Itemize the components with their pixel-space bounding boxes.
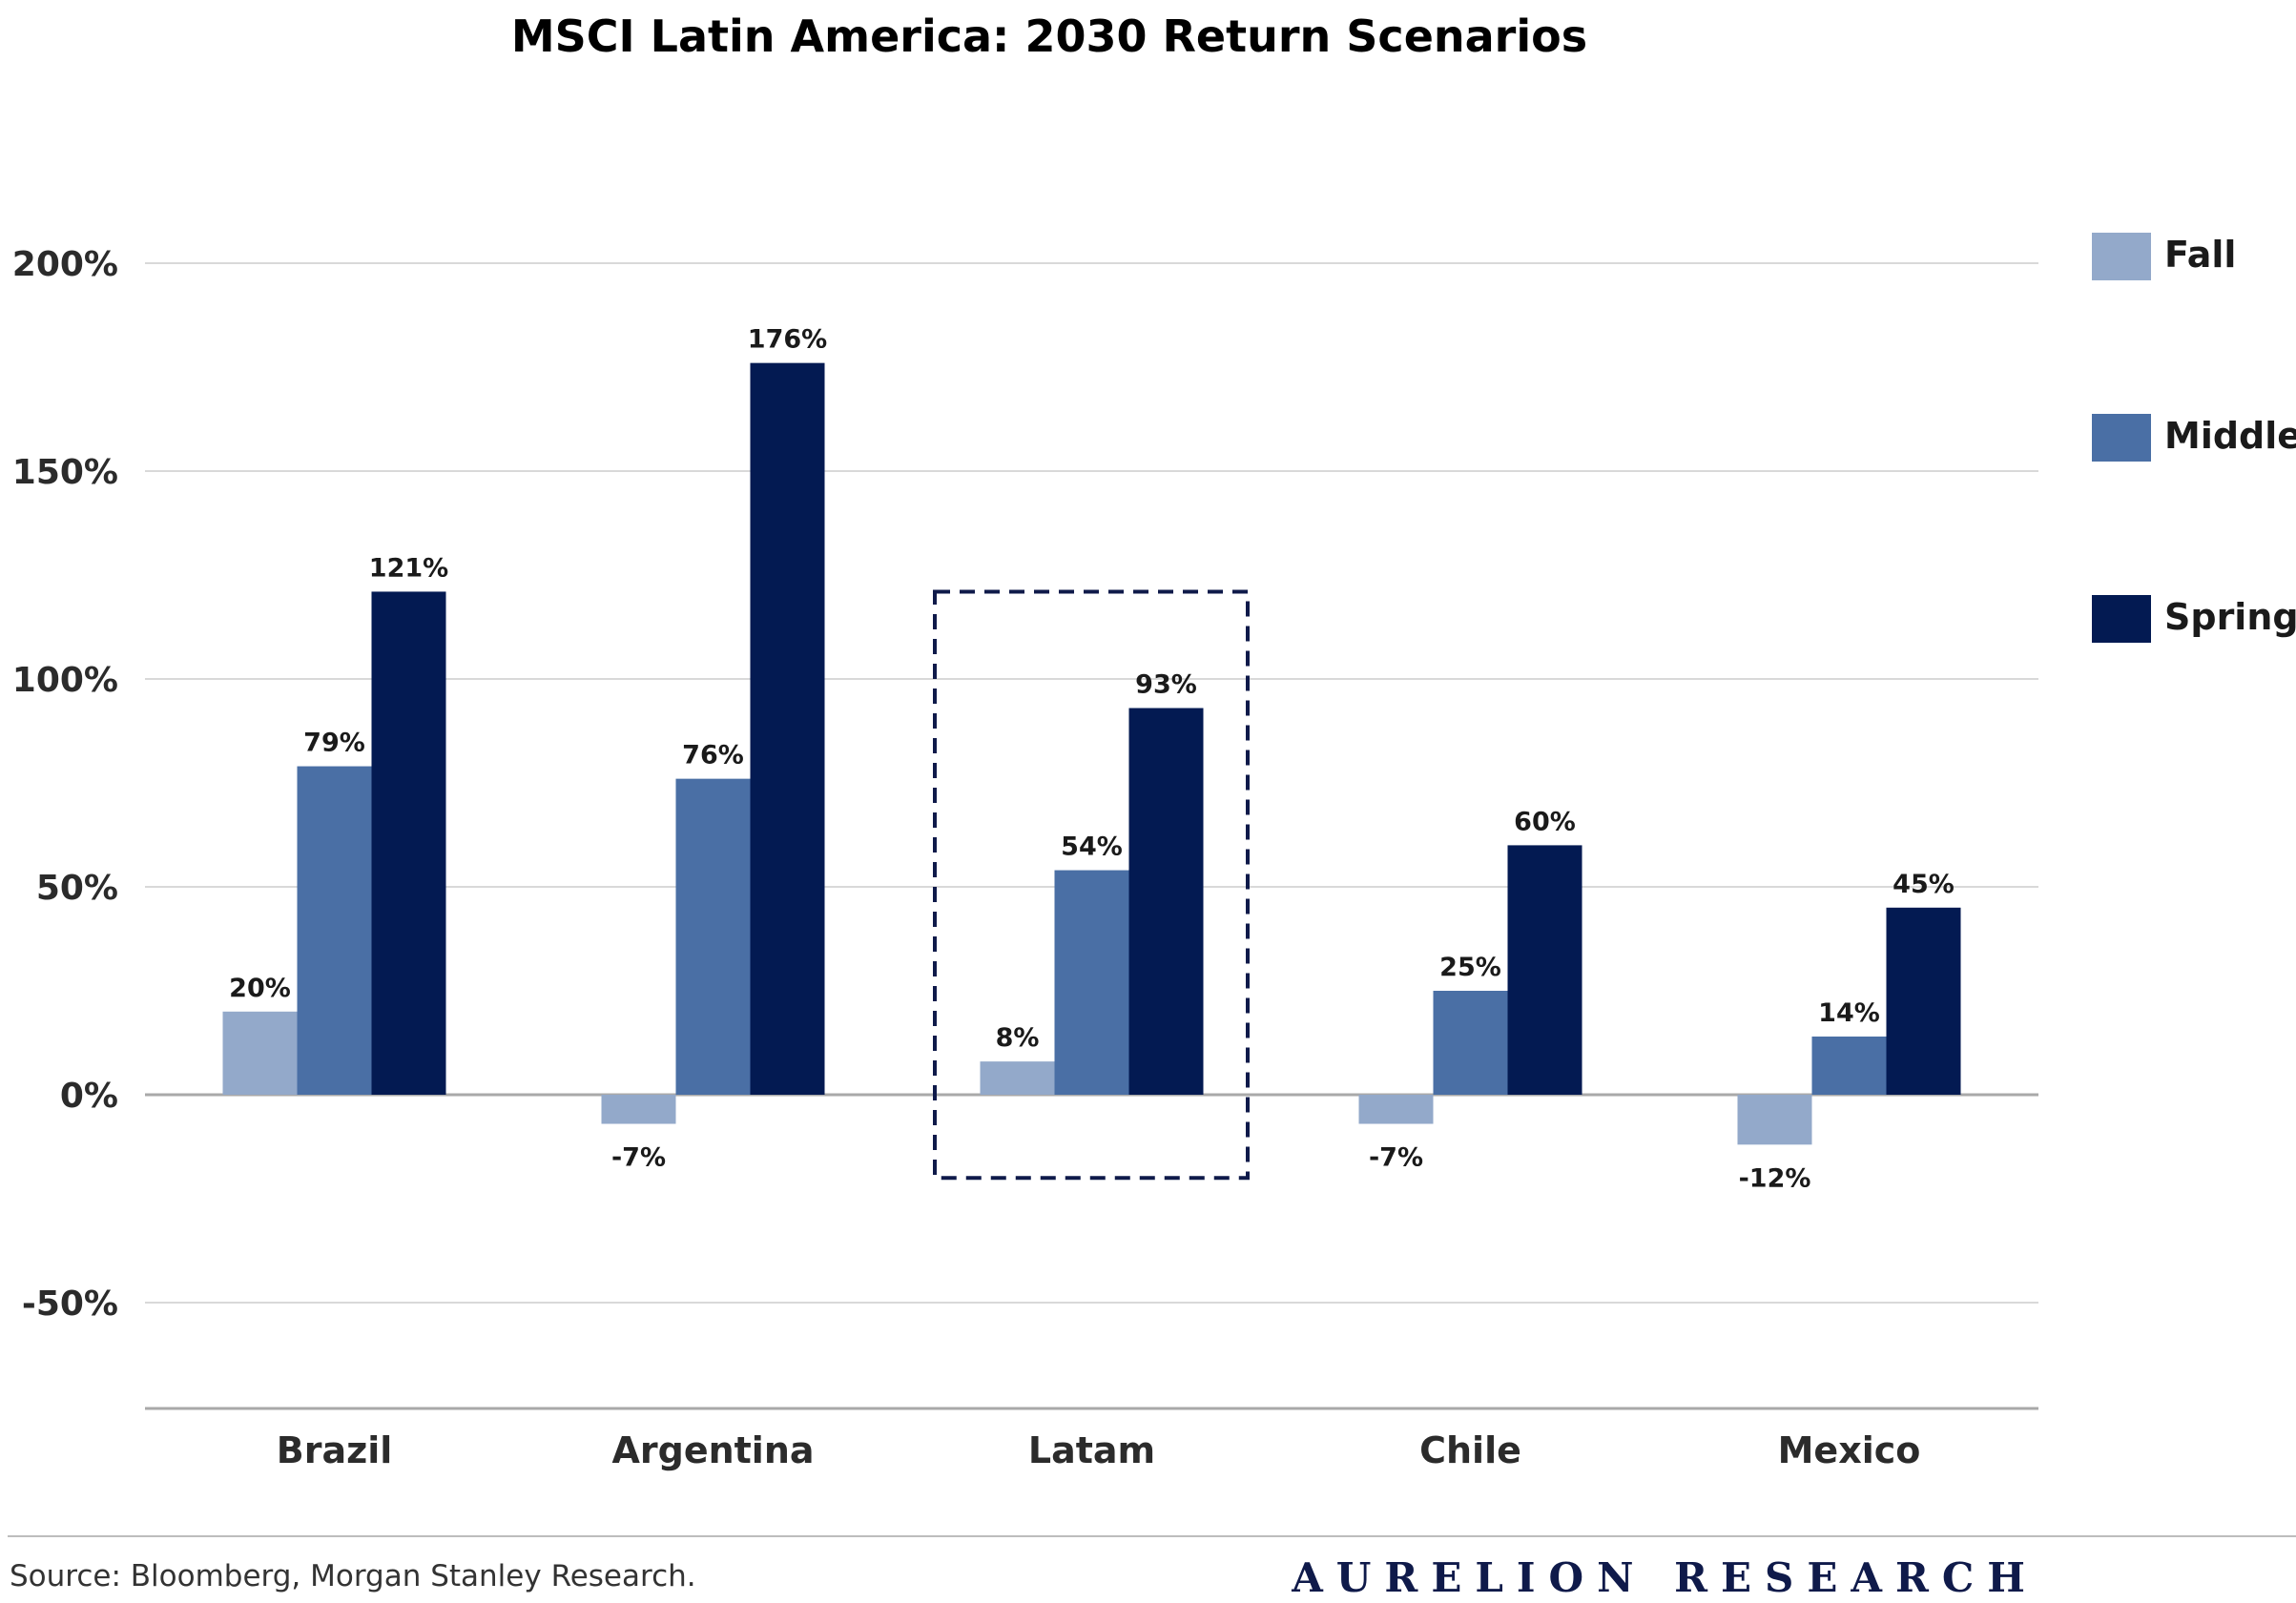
bar-spring-latam (1128, 708, 1204, 1095)
legend-label: Middle (2164, 415, 2296, 457)
y-tick-label: 200% (12, 245, 118, 284)
data-label: 176% (748, 325, 827, 355)
bar-fall-mexico (1737, 1095, 1812, 1145)
data-label: 14% (1818, 998, 1880, 1028)
data-label: 54% (1061, 832, 1123, 862)
source-note: Source: Bloomberg, Morgan Stanley Resear… (10, 1559, 696, 1593)
data-label: 45% (1893, 870, 1955, 899)
bar-spring-argentina (750, 362, 825, 1095)
highlight-box (933, 589, 1250, 1181)
x-category-label: Brazil (277, 1429, 393, 1471)
data-label: 60% (1514, 807, 1576, 836)
x-category-label: Argentina (611, 1429, 814, 1471)
bar-middle-argentina (675, 778, 751, 1095)
data-label: 121% (369, 553, 448, 583)
data-label: 79% (303, 729, 365, 758)
bar-middle-brazil (297, 766, 372, 1095)
bar-fall-latam (980, 1061, 1055, 1095)
data-label: 8% (996, 1023, 1040, 1053)
x-category-label: Latam (1028, 1429, 1155, 1471)
legend-label: Spring (2164, 596, 2296, 638)
highlight-rectangle (933, 589, 1250, 1181)
legend-swatch-fall (2092, 233, 2151, 280)
bar-spring-brazil (371, 591, 446, 1095)
bar-middle-mexico (1811, 1036, 1887, 1095)
data-label: -12% (1739, 1163, 1811, 1193)
x-category-label: Chile (1419, 1429, 1521, 1471)
y-tick-label: 0% (60, 1077, 118, 1116)
x-axis-categories: Brazil Argentina Latam Chile Mexico (277, 1429, 1921, 1471)
legend: Fall Middle Spring (2092, 233, 2296, 643)
bar-spring-mexico (1886, 907, 1961, 1095)
bar-fall-brazil (222, 1011, 298, 1095)
bar-middle-latam (1054, 870, 1129, 1095)
brand-logo: AURELION RESEARCH (1291, 1554, 2038, 1601)
bar-spring-chile (1507, 845, 1582, 1095)
y-tick-label: -50% (22, 1284, 118, 1324)
legend-swatch-spring (2092, 595, 2151, 643)
data-labels: 20% 79% 121% -7% 76% 176% 8% 54% 93% -7% 25% 60% -12… (229, 325, 1955, 1194)
y-tick-label: 150% (12, 453, 118, 492)
bar-fall-argentina (601, 1095, 676, 1124)
data-label: 76% (682, 741, 744, 771)
y-axis-ticks: 200% 150% 100% 50% 0% -50% (12, 245, 118, 1324)
y-tick-label: 100% (12, 661, 118, 700)
data-label: 93% (1135, 670, 1197, 700)
bar-middle-chile (1433, 991, 1508, 1095)
data-label: 20% (229, 974, 291, 1003)
chart-title: MSCI Latin America: 2030 Return Scenario… (511, 10, 1587, 62)
data-label: -7% (611, 1143, 666, 1173)
y-tick-label: 50% (36, 869, 118, 908)
legend-label: Fall (2164, 234, 2236, 276)
data-label: -7% (1369, 1143, 1423, 1173)
bars (222, 362, 1961, 1145)
bar-fall-chile (1358, 1095, 1434, 1124)
data-label: 25% (1439, 953, 1501, 982)
legend-swatch-middle (2092, 414, 2151, 462)
x-category-label: Mexico (1778, 1429, 1921, 1471)
